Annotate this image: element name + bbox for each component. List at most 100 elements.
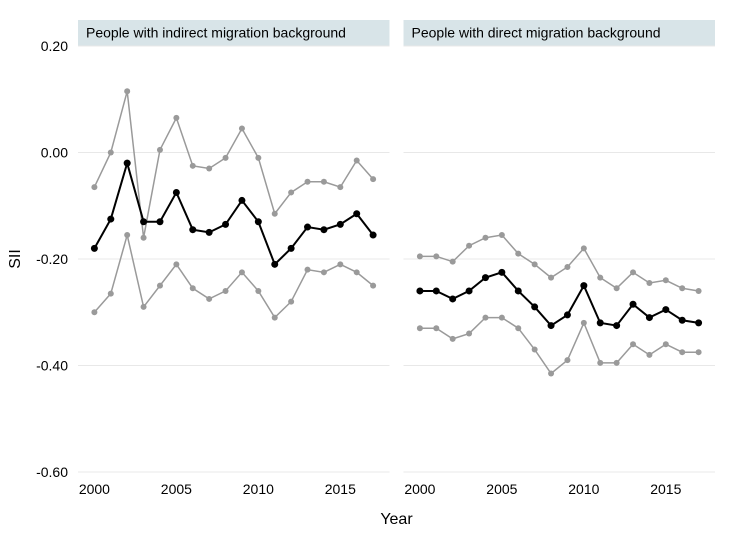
center-marker xyxy=(107,216,114,223)
center-marker xyxy=(548,322,555,329)
lower-marker xyxy=(91,309,97,315)
panel-title: People with indirect migration backgroun… xyxy=(86,25,346,41)
upper-marker xyxy=(124,88,130,94)
lower-marker xyxy=(466,331,472,337)
lower-marker xyxy=(255,288,261,294)
center-marker xyxy=(206,229,213,236)
y-axis-label: SII xyxy=(7,249,24,269)
upper-marker xyxy=(630,269,636,275)
center-marker xyxy=(124,160,131,167)
upper-marker xyxy=(239,126,245,132)
upper-marker xyxy=(272,211,278,217)
lower-marker xyxy=(417,325,423,331)
center-marker xyxy=(255,218,262,225)
center-marker xyxy=(580,282,587,289)
lower-marker xyxy=(499,315,505,321)
lower-marker xyxy=(548,370,554,376)
y-tick-label: 0.00 xyxy=(41,145,68,161)
upper-marker xyxy=(646,280,652,286)
lower-marker xyxy=(597,360,603,366)
center-marker xyxy=(662,306,669,313)
y-tick-label: -0.20 xyxy=(36,251,68,267)
upper-marker xyxy=(337,184,343,190)
lower-marker xyxy=(321,269,327,275)
center-marker xyxy=(189,226,196,233)
lower-marker xyxy=(124,232,130,238)
lower-marker xyxy=(482,315,488,321)
upper-marker xyxy=(450,259,456,265)
lower-marker xyxy=(305,267,311,273)
upper-marker xyxy=(417,253,423,259)
lower-marker xyxy=(337,261,343,267)
lower-marker xyxy=(206,296,212,302)
center-marker xyxy=(482,274,489,281)
panel-title: People with direct migration background xyxy=(412,25,661,41)
upper-marker xyxy=(614,285,620,291)
upper-marker xyxy=(532,261,538,267)
center-marker xyxy=(140,218,147,225)
center-marker xyxy=(320,226,327,233)
center-marker xyxy=(695,319,702,326)
upper-marker xyxy=(288,189,294,195)
center-marker xyxy=(156,218,163,225)
lower-marker xyxy=(679,349,685,355)
center-marker xyxy=(498,269,505,276)
center-marker xyxy=(91,245,98,252)
center-marker xyxy=(416,287,423,294)
upper-marker xyxy=(321,179,327,185)
upper-marker xyxy=(564,264,570,270)
center-marker xyxy=(466,287,473,294)
lower-marker xyxy=(173,261,179,267)
upper-marker xyxy=(696,288,702,294)
lower-marker xyxy=(696,349,702,355)
center-marker xyxy=(630,301,637,308)
lower-marker xyxy=(532,347,538,353)
lower-marker xyxy=(515,325,521,331)
lower-marker xyxy=(663,341,669,347)
x-tick-label: 2005 xyxy=(161,481,192,497)
upper-marker xyxy=(663,277,669,283)
center-marker xyxy=(304,224,311,231)
lower-marker xyxy=(630,341,636,347)
sii-two-panel-chart: SIIYear-0.60-0.40-0.200.000.20People wit… xyxy=(0,0,743,542)
x-axis-label: Year xyxy=(380,511,413,528)
lower-marker xyxy=(108,291,114,297)
lower-marker xyxy=(433,325,439,331)
upper-marker xyxy=(581,245,587,251)
x-tick-label: 2000 xyxy=(79,481,110,497)
x-tick-label: 2010 xyxy=(243,481,274,497)
x-tick-label: 2015 xyxy=(325,481,356,497)
lower-marker xyxy=(223,288,229,294)
lower-marker xyxy=(354,269,360,275)
center-marker xyxy=(173,189,180,196)
upper-marker xyxy=(157,147,163,153)
center-marker xyxy=(271,261,278,268)
lower-marker xyxy=(564,357,570,363)
upper-marker xyxy=(597,275,603,281)
upper-marker xyxy=(108,150,114,156)
lower-marker xyxy=(450,336,456,342)
y-tick-label: 0.20 xyxy=(41,38,68,54)
center-marker xyxy=(613,322,620,329)
lower-marker xyxy=(272,315,278,321)
upper-marker xyxy=(255,155,261,161)
upper-marker xyxy=(499,232,505,238)
center-marker xyxy=(222,221,229,228)
x-tick-label: 2000 xyxy=(404,481,435,497)
center-marker xyxy=(679,317,686,324)
center-marker xyxy=(449,295,456,302)
center-marker xyxy=(564,311,571,318)
center-marker xyxy=(531,303,538,310)
upper-marker xyxy=(190,163,196,169)
x-tick-label: 2010 xyxy=(568,481,599,497)
upper-marker xyxy=(354,157,360,163)
upper-marker xyxy=(370,176,376,182)
center-marker xyxy=(288,245,295,252)
chart-svg: SIIYear-0.60-0.40-0.200.000.20People wit… xyxy=(0,0,743,542)
center-marker xyxy=(515,287,522,294)
x-tick-label: 2005 xyxy=(486,481,517,497)
upper-marker xyxy=(206,165,212,171)
upper-marker xyxy=(433,253,439,259)
center-marker xyxy=(238,197,245,204)
center-marker xyxy=(597,319,604,326)
